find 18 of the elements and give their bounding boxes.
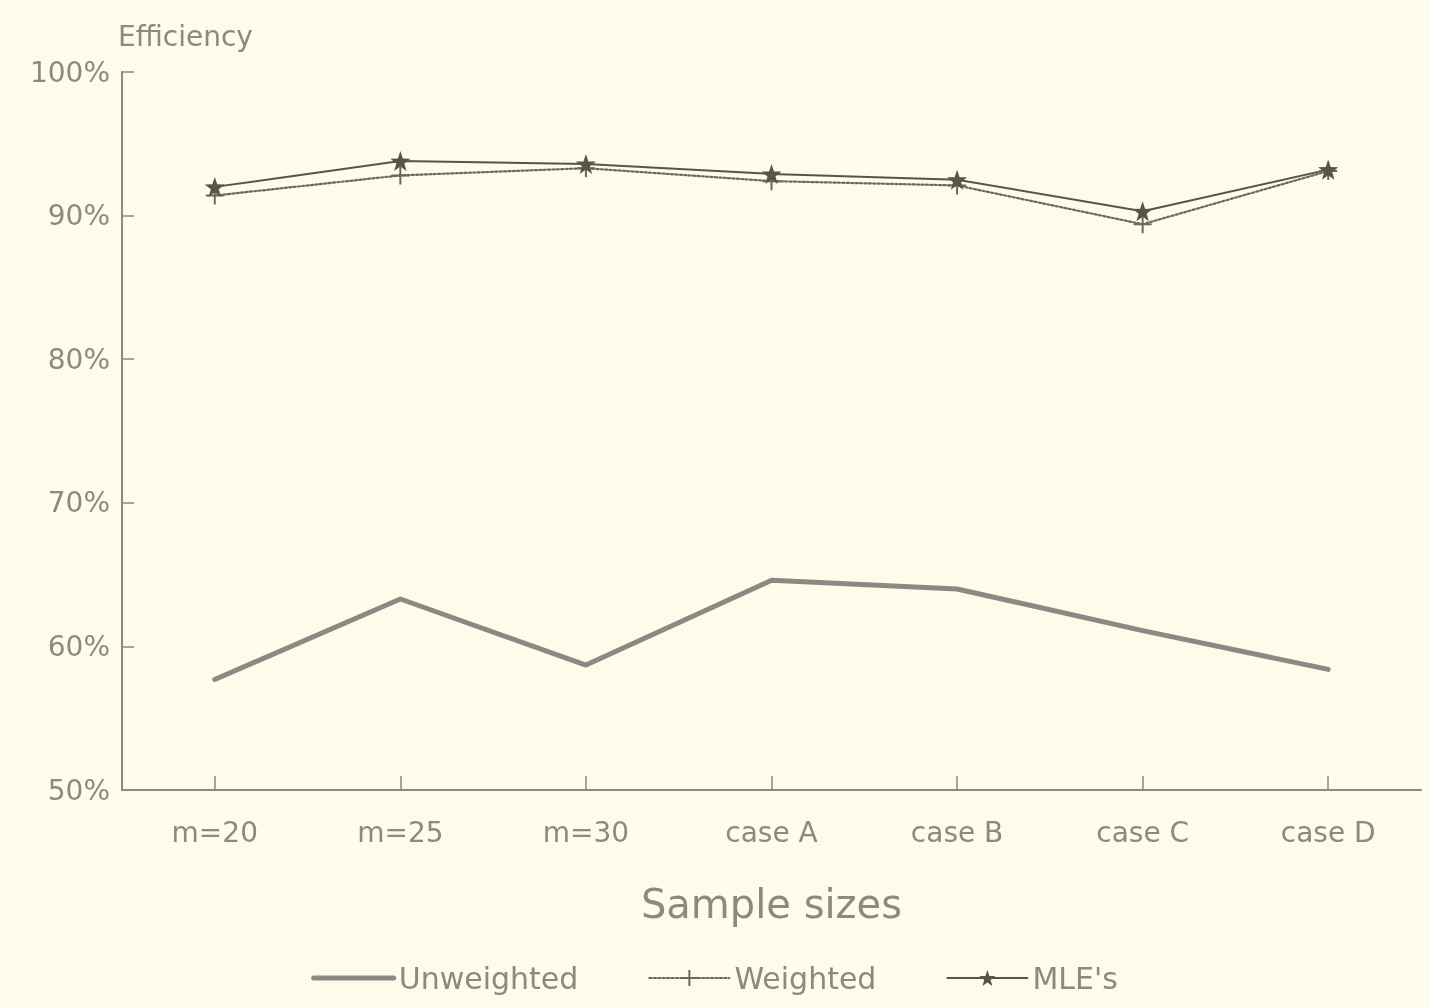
x-tick-label: case B	[910, 815, 1004, 849]
y-tick-label: 50%	[47, 773, 110, 807]
legend-label: MLE's	[1032, 960, 1118, 996]
x-tick-label: case A	[725, 815, 818, 849]
legend-label: Weighted	[734, 960, 877, 996]
x-tick-label: case D	[1280, 815, 1376, 849]
x-tick-label: m=30	[542, 815, 630, 849]
y-tick-label: 80%	[47, 342, 110, 376]
y-tick-label: 100%	[29, 55, 110, 89]
y-axis-title: Efficiency	[118, 19, 253, 53]
x-axis-title: Sample sizes	[640, 881, 903, 927]
x-tick-label: m=25	[357, 815, 444, 849]
y-tick-label: 70%	[47, 486, 110, 520]
legend-label: Unweighted	[398, 960, 579, 996]
y-tick-label: 90%	[47, 199, 110, 233]
x-tick-label: case C	[1096, 815, 1190, 849]
y-tick-label: 60%	[47, 629, 110, 663]
x-tick-label: m=20	[171, 815, 258, 849]
